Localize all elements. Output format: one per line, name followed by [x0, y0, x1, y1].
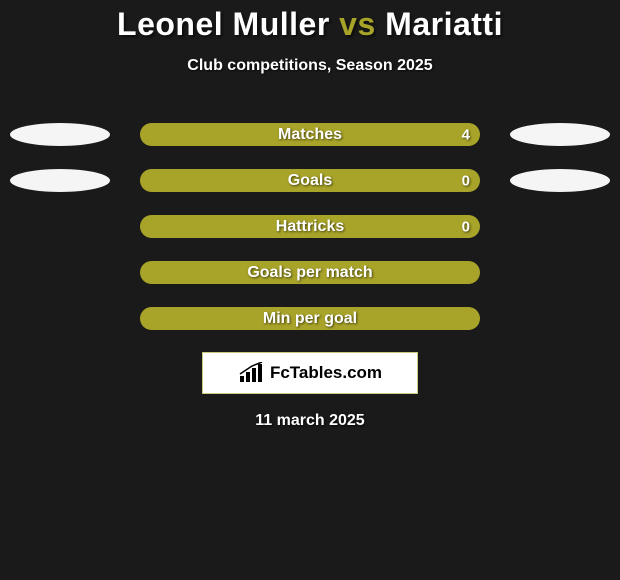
stat-label: Min per goal	[263, 310, 357, 328]
brand-box: FcTables.com	[202, 352, 418, 394]
subtitle: Club competitions, Season 2025	[0, 57, 620, 75]
left-ellipse	[10, 169, 110, 192]
left-ellipse	[10, 123, 110, 146]
stat-row: Min per goal	[0, 307, 620, 330]
left-ellipse	[10, 261, 110, 284]
stat-row: Goals 0	[0, 169, 620, 192]
stat-bar: Matches 4	[140, 123, 480, 146]
stat-label: Goals per match	[247, 264, 372, 282]
stat-row: Matches 4	[0, 123, 620, 146]
stat-row: Goals per match	[0, 261, 620, 284]
vs-text: vs	[339, 6, 376, 42]
right-ellipse	[510, 261, 610, 284]
stat-bar: Goals 0	[140, 169, 480, 192]
left-ellipse	[10, 307, 110, 330]
stat-bar: Hattricks 0	[140, 215, 480, 238]
right-ellipse	[510, 123, 610, 146]
stat-value: 0	[462, 218, 470, 235]
page-title: Leonel Muller vs Mariatti	[0, 0, 620, 43]
date-text: 11 march 2025	[0, 412, 620, 430]
stat-bar: Goals per match	[140, 261, 480, 284]
comparison-card: Leonel Muller vs Mariatti Club competiti…	[0, 0, 620, 430]
stat-label: Goals	[288, 172, 332, 190]
left-ellipse	[10, 215, 110, 238]
bar-chart-icon	[238, 362, 264, 384]
stat-label: Matches	[278, 126, 342, 144]
stat-value: 4	[462, 126, 470, 143]
stat-rows: Matches 4 Goals 0 Hattricks 0 Goals per match M…	[0, 123, 620, 330]
stat-label: Hattricks	[276, 218, 344, 236]
right-ellipse	[510, 169, 610, 192]
right-ellipse	[510, 307, 610, 330]
stat-value: 0	[462, 172, 470, 189]
player2-name: Mariatti	[385, 6, 503, 42]
stat-bar: Min per goal	[140, 307, 480, 330]
brand-text: FcTables.com	[270, 363, 382, 383]
stat-row: Hattricks 0	[0, 215, 620, 238]
player1-name: Leonel Muller	[117, 6, 330, 42]
right-ellipse	[510, 215, 610, 238]
